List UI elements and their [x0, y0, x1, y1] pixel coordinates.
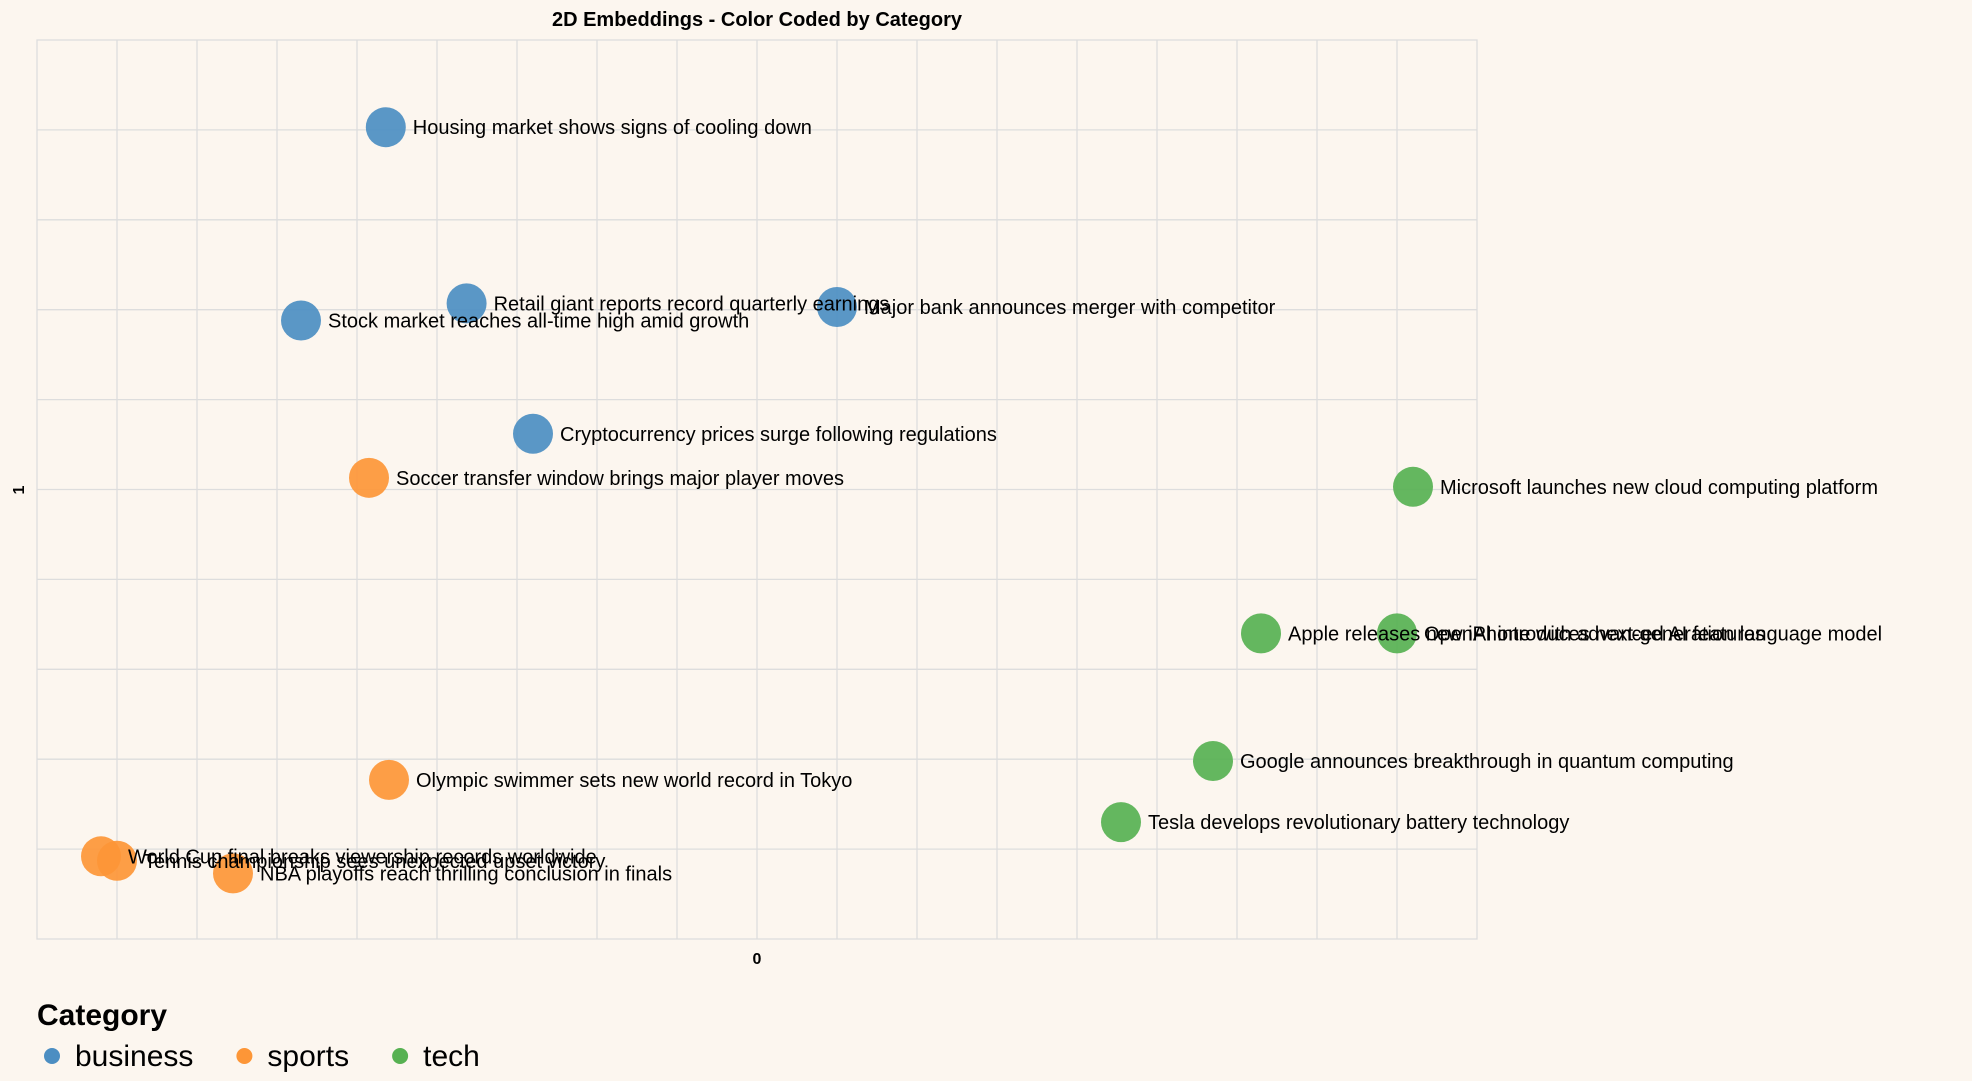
- point-label: Tennis championship sees unexpected upse…: [144, 851, 605, 873]
- data-point-business: [513, 413, 553, 454]
- data-point-tech: [1377, 613, 1417, 654]
- point-label: Olympic swimmer sets new world record in…: [416, 770, 852, 792]
- legend-label-sports: sports: [267, 1040, 349, 1073]
- point-label: Soccer transfer window brings major play…: [396, 468, 844, 490]
- data-point-business: [365, 107, 406, 148]
- legend-label-tech: tech: [423, 1040, 480, 1073]
- legend-swatch-sports: [236, 1048, 253, 1064]
- data-point-tech: [1193, 740, 1233, 781]
- data-point-business: [446, 283, 487, 324]
- data-point-tech: [1101, 802, 1141, 843]
- plot-frame: [36, 39, 1478, 940]
- data-point-tech: [1241, 613, 1281, 654]
- point-label: Housing market shows signs of cooling do…: [413, 117, 812, 139]
- data-point-sports: [97, 840, 137, 881]
- point-label: Microsoft launches new cloud computing p…: [1440, 477, 1878, 499]
- point-label: Retail giant reports record quarterly ea…: [494, 293, 890, 315]
- grid-lines: [37, 40, 1477, 939]
- legend-title: Category: [37, 999, 167, 1032]
- data-point-tech: [1393, 466, 1433, 507]
- data-point-sports: [213, 853, 253, 894]
- point-label: Google announces breakthrough in quantum…: [1240, 751, 1734, 773]
- data-point-sports: [369, 759, 409, 800]
- legend-swatch-tech: [392, 1048, 409, 1064]
- point-label: Major bank announces merger with competi…: [864, 297, 1276, 319]
- y-axis-label: 1: [11, 485, 28, 494]
- data-point-sports: [349, 457, 389, 498]
- point-label: OpenAI introduces next-generation langua…: [1424, 623, 1882, 645]
- legend-items: business sports tech: [44, 1040, 480, 1073]
- legend-swatch-business: [44, 1048, 60, 1064]
- legend-label-business: business: [75, 1040, 193, 1073]
- point-label: NBA playoffs reach thrilling conclusion …: [260, 863, 672, 885]
- point-label: Cryptocurrency prices surge following re…: [560, 424, 997, 446]
- legend: Category business sports tech: [37, 999, 480, 1073]
- point-label: Apple releases new iPhone with advanced …: [1288, 623, 1765, 645]
- data-points: [81, 107, 1433, 894]
- chart-title: 2D Embeddings - Color Coded by Category: [552, 9, 963, 31]
- x-axis-label: 0: [753, 951, 762, 968]
- point-label: World Cup final breaks viewership record…: [128, 846, 597, 868]
- point-labels: Housing market shows signs of cooling do…: [128, 117, 1882, 885]
- data-point-business: [817, 287, 857, 328]
- point-label: Tesla develops revolutionary battery tec…: [1148, 812, 1569, 834]
- point-label: Stock market reaches all-time high amid …: [328, 310, 749, 332]
- data-point-business: [281, 300, 321, 341]
